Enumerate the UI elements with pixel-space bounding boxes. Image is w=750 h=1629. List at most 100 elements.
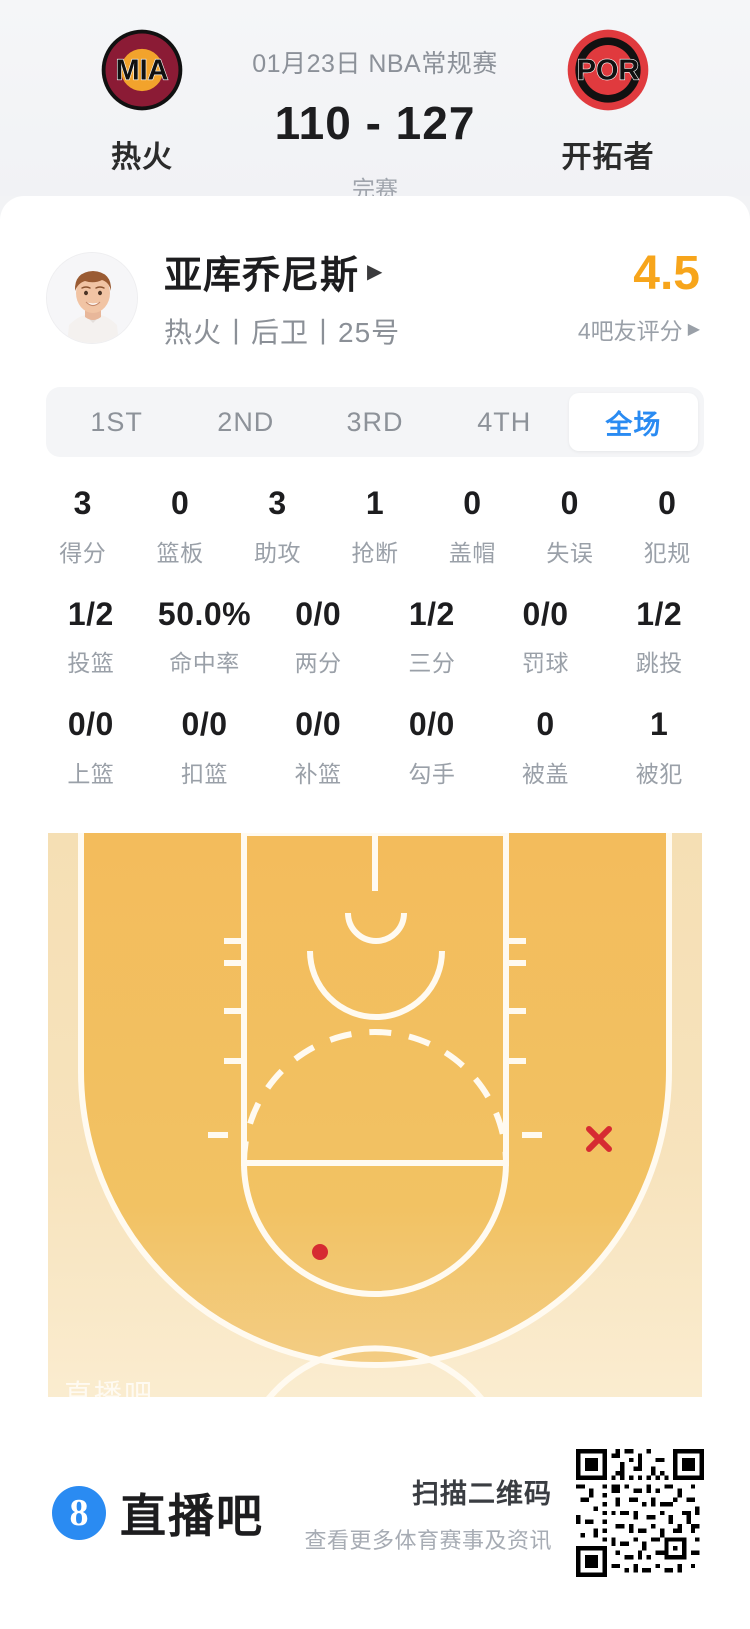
tab-4th[interactable]: 4TH xyxy=(477,406,532,437)
stat-putbacks: 0/0 补篮 xyxy=(261,708,375,789)
brand-name: 直播吧 xyxy=(120,1490,264,1542)
stat-layups: 0/0 上篮 xyxy=(34,708,148,789)
stat-value: 1 xyxy=(650,706,669,743)
stat-field-goals: 1/2 投篮 xyxy=(34,595,148,679)
player-detail-arrow-icon[interactable]: ▶ xyxy=(367,260,383,283)
stat-fouls-drawn: 1 被犯 xyxy=(602,708,716,789)
stat-value: 0 xyxy=(658,485,677,521)
footer-bar: 8 直播吧 扫描二维码 查看更多体育赛事及资讯 xyxy=(0,1397,750,1629)
stat-value: 0 xyxy=(560,485,579,521)
score-center: 01月23日 NBA常规赛 110 - 127 完赛 xyxy=(232,22,518,204)
stat-label: 得分 xyxy=(59,539,107,566)
stats-row-shot-types: 0/0 上篮 0/0 扣篮 0/0 补篮 0/0 勾手 0 被盖 xyxy=(34,708,716,789)
stat-blocks: 0 盖帽 xyxy=(424,485,521,568)
player-info: 亚库乔尼斯 ▶ 热火丨后卫丨25号 xyxy=(164,244,578,351)
stat-value: 0/0 xyxy=(408,706,455,743)
stat-three-pointers: 1/2 三分 xyxy=(375,595,489,679)
player-meta: 热火丨后卫丨25号 xyxy=(164,317,401,348)
stat-value: 0/0 xyxy=(67,706,114,743)
brand-mark-icon: 8 xyxy=(52,1486,106,1540)
stat-shots-blocked: 0 被盖 xyxy=(489,708,603,789)
stat-value: 0/0 xyxy=(295,595,342,632)
stat-label: 篮板 xyxy=(156,539,204,566)
rating-arrow-icon: ▶ xyxy=(687,320,700,338)
stat-points: 3 得分 xyxy=(34,485,131,568)
stat-fouls: 0 犯规 xyxy=(619,485,716,568)
stat-value: 1/2 xyxy=(67,595,114,632)
tab-2nd[interactable]: 2ND xyxy=(217,406,275,437)
qr-title: 扫描二维码 xyxy=(412,1478,552,1509)
player-avatar xyxy=(46,251,138,344)
qr-section[interactable]: 扫描二维码 查看更多体育赛事及资讯 xyxy=(304,1449,704,1577)
stat-label: 扣篮 xyxy=(181,760,228,787)
player-rating[interactable]: 4.5 4吧友评分 ▶ xyxy=(578,246,704,346)
away-team-logo-icon: POR xyxy=(560,22,656,118)
shot-marker-missed xyxy=(586,1125,612,1152)
stat-label: 跳投 xyxy=(635,650,683,677)
stat-dunks: 0/0 扣篮 xyxy=(148,708,262,789)
stat-turnovers: 0 失误 xyxy=(521,485,618,568)
stat-steals: 1 抢断 xyxy=(326,485,423,568)
stat-label: 上篮 xyxy=(67,760,115,787)
stat-value: 0/0 xyxy=(181,706,228,743)
away-team-abbr: POR xyxy=(577,55,640,87)
tab-1st[interactable]: 1ST xyxy=(90,406,143,437)
player-header-row[interactable]: 亚库乔尼斯 ▶ 热火丨后卫丨25号 4.5 4吧友评分 ▶ xyxy=(0,222,750,361)
stat-label: 失误 xyxy=(546,539,594,566)
home-team[interactable]: MIA 热火 xyxy=(52,22,232,176)
stat-value: 0/0 xyxy=(295,706,342,743)
stat-label: 补篮 xyxy=(294,760,342,787)
away-team[interactable]: POR 开拓者 xyxy=(518,22,698,176)
stat-label: 投篮 xyxy=(67,650,115,677)
stat-label: 被犯 xyxy=(635,760,683,787)
stat-label: 犯规 xyxy=(643,539,691,566)
tab-full-game[interactable]: 全场 xyxy=(568,393,699,451)
stat-label: 命中率 xyxy=(169,650,240,677)
stat-label: 罚球 xyxy=(522,650,570,677)
stat-label: 被盖 xyxy=(522,760,570,787)
rating-label-text: 4吧友评分 xyxy=(577,317,683,344)
stats-grid: 3 得分 0 篮板 3 助攻 1 抢断 0 盖帽 xyxy=(0,457,750,827)
away-team-name: 开拓者 xyxy=(561,141,655,174)
rating-label-row[interactable]: 4吧友评分 ▶ xyxy=(578,312,700,346)
stat-value: 3 xyxy=(73,485,92,521)
stat-label: 盖帽 xyxy=(448,539,496,566)
stat-assists: 3 助攻 xyxy=(229,485,326,568)
stat-hook-shots: 0/0 勾手 xyxy=(375,708,489,789)
stat-label: 抢断 xyxy=(351,539,399,566)
player-stats-card: 亚库乔尼斯 ▶ 热火丨后卫丨25号 4.5 4吧友评分 ▶ 1ST 2ND 3R… xyxy=(0,196,750,1443)
stat-value: 1/2 xyxy=(408,595,455,632)
qr-code-image xyxy=(576,1449,704,1577)
stat-label: 两分 xyxy=(294,650,342,677)
final-score: 110 - 127 xyxy=(274,97,476,149)
stat-value: 3 xyxy=(268,485,287,521)
home-team-name: 热火 xyxy=(111,141,173,174)
home-team-logo-icon: MIA xyxy=(94,22,190,118)
stat-value: 1 xyxy=(365,485,385,521)
stat-rebounds: 0 篮板 xyxy=(131,486,228,568)
scoreboard-header: MIA 热火 01月23日 NBA常规赛 110 - 127 完赛 POR 开拓… xyxy=(0,0,750,202)
stat-label: 勾手 xyxy=(408,760,456,787)
shot-marker-made xyxy=(312,1243,328,1260)
tab-3rd[interactable]: 3RD xyxy=(346,406,404,437)
home-team-abbr: MIA xyxy=(116,55,169,87)
qr-subtitle: 查看更多体育赛事及资讯 xyxy=(304,1527,552,1553)
stat-free-throws: 0/0 罚球 xyxy=(489,595,603,679)
stat-value: 1/2 xyxy=(636,595,683,632)
stats-row-shooting: 1/2 投篮 50.0% 命中率 0/0 两分 1/2 三分 0/0 罚球 xyxy=(34,595,716,679)
stat-value: 0 xyxy=(463,485,482,521)
stat-value: 0/0 xyxy=(522,595,569,632)
stat-label: 助攻 xyxy=(254,539,302,566)
stat-value: 50.0% xyxy=(157,595,252,632)
league-line: 01月23日 NBA常规赛 xyxy=(252,50,498,78)
brand-logo[interactable]: 8 直播吧 xyxy=(46,1480,304,1546)
stats-row-primary: 3 得分 0 篮板 3 助攻 1 抢断 0 盖帽 xyxy=(34,485,716,568)
shot-chart-court[interactable]: 直播吧 xyxy=(48,832,702,1443)
stat-two-pointers: 0/0 两分 xyxy=(261,595,375,679)
period-tabs: 1ST 2ND 3RD 4TH 全场 xyxy=(46,387,704,457)
stat-fg-percent: 50.0% 命中率 xyxy=(148,595,262,679)
stat-label: 三分 xyxy=(408,650,456,677)
rating-value: 4.5 xyxy=(633,246,700,300)
stat-jump-shots: 1/2 跳投 xyxy=(602,595,716,679)
